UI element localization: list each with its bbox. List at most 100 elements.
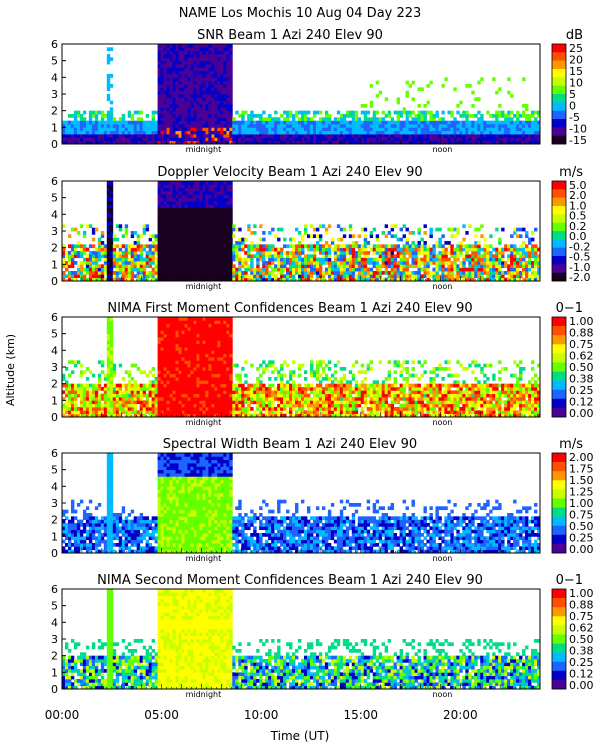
heatmap-cell: [154, 267, 158, 272]
heatmap-cell: [76, 231, 81, 235]
heatmap-cell: [67, 400, 72, 405]
heatmap-cell: [130, 130, 135, 135]
heatmap-cell: [214, 244, 218, 249]
heatmap-cell: [160, 207, 164, 212]
heatmap-cell: [190, 247, 194, 252]
heatmap-cell: [88, 124, 93, 128]
heatmap-cell: [184, 211, 188, 215]
heatmap-cell: [62, 271, 66, 275]
heatmap-cell: [100, 407, 105, 411]
heatmap-cell: [489, 120, 493, 125]
heatmap-cell: [408, 251, 412, 255]
heatmap-cell: [193, 214, 197, 219]
heatmap-cell: [417, 87, 421, 92]
heatmap-cell: [172, 67, 176, 72]
heatmap-cell: [214, 184, 218, 189]
heatmap-cell: [76, 274, 81, 279]
heatmap-cell: [97, 120, 102, 125]
heatmap-cell: [342, 234, 347, 239]
heatmap-cell: [62, 140, 66, 145]
heatmap-cell: [363, 241, 368, 245]
heatmap-cell: [283, 274, 287, 279]
heatmap-cell: [459, 140, 463, 145]
heatmap-cell: [507, 110, 511, 115]
heatmap-cell: [459, 271, 463, 275]
heatmap-cell: [94, 114, 99, 118]
heatmap-cell: [124, 227, 129, 232]
heatmap-cell: [154, 234, 158, 239]
heatmap-cell: [384, 130, 389, 135]
heatmap-cell: [208, 117, 212, 122]
heatmap-cell: [241, 110, 245, 115]
heatmap-cell: [178, 130, 182, 135]
heatmap-cell: [298, 277, 302, 282]
heatmap-cell: [462, 267, 466, 272]
heatmap-cell: [336, 140, 341, 145]
heatmap-cell: [82, 234, 87, 239]
heatmap-cell: [172, 187, 176, 192]
heatmap-cell: [312, 227, 317, 232]
heatmap-cell: [85, 367, 90, 371]
heatmap-cell: [336, 117, 341, 122]
heatmap-cell: [163, 271, 167, 275]
heatmap-cell: [229, 90, 233, 95]
heatmap-cell: [196, 227, 200, 232]
heatmap-cell: [196, 224, 200, 229]
heatmap-cell: [121, 397, 126, 401]
heatmap-cell: [160, 234, 164, 239]
heatmap-cell: [465, 130, 469, 135]
heatmap-cell: [363, 244, 368, 249]
heatmap-cell: [172, 110, 176, 115]
heatmap-cell: [115, 397, 120, 401]
heatmap-cell: [537, 120, 541, 125]
heatmap-cell: [70, 120, 75, 125]
heatmap-cell: [178, 267, 182, 272]
heatmap-cell: [351, 124, 356, 128]
heatmap-cell: [444, 120, 448, 125]
heatmap-cell: [286, 274, 290, 279]
heatmap-cell: [193, 257, 197, 262]
heatmap-cell: [480, 267, 484, 272]
heatmap-cell: [214, 47, 218, 52]
heatmap-cell: [414, 124, 418, 128]
heatmap-cell: [253, 231, 257, 235]
heatmap-cell: [166, 194, 170, 199]
heatmap-cell: [187, 50, 191, 55]
heatmap-cell: [166, 187, 170, 192]
heatmap-cell: [160, 221, 164, 225]
heatmap-cell: [262, 274, 266, 279]
heatmap-cell: [85, 134, 90, 138]
heatmap-cell: [444, 251, 448, 255]
heatmap-cell: [256, 247, 260, 252]
heatmap-cell: [184, 60, 188, 65]
heatmap-cell: [223, 84, 227, 88]
heatmap-cell: [151, 117, 156, 122]
heatmap-cell: [214, 57, 218, 62]
heatmap-cell: [196, 80, 200, 85]
heatmap-cell: [220, 277, 224, 282]
heatmap-cell: [295, 124, 299, 128]
heatmap-cell: [193, 274, 197, 279]
heatmap-cell: [133, 267, 138, 272]
heatmap-cell: [405, 140, 409, 145]
heatmap-cell: [187, 181, 191, 185]
heatmap-cell: [354, 277, 359, 282]
heatmap-cell: [160, 191, 164, 195]
heatmap-cell: [229, 201, 233, 205]
heatmap-cell: [184, 84, 188, 88]
heatmap-cell: [363, 261, 368, 265]
heatmap-cell: [468, 224, 472, 229]
heatmap-cell: [486, 137, 490, 142]
heatmap-cell: [324, 271, 329, 275]
heatmap-cell: [202, 100, 206, 105]
heatmap-cell: [303, 134, 308, 138]
heatmap-cell: [492, 267, 496, 272]
heatmap-cell: [82, 274, 87, 279]
heatmap-cell: [157, 267, 161, 272]
heatmap-cell: [181, 120, 185, 125]
heatmap-cell: [408, 110, 412, 115]
heatmap-cell: [169, 234, 173, 239]
heatmap-cell: [501, 254, 505, 259]
heatmap-cell: [438, 274, 442, 279]
heatmap-cell: [103, 130, 108, 135]
